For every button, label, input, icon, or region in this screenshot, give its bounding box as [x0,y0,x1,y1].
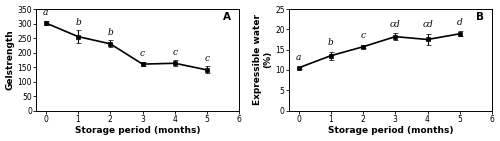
Text: c: c [204,54,210,63]
Text: B: B [476,12,484,22]
Text: A: A [223,12,231,22]
Text: c: c [140,49,145,58]
Text: cd: cd [422,20,433,29]
Text: d: d [457,17,462,27]
Text: c: c [172,48,178,57]
Y-axis label: Gelstrength: Gelstrength [6,29,15,90]
Text: b: b [75,18,81,27]
Text: b: b [108,28,113,37]
Text: a: a [296,53,301,62]
X-axis label: Storage period (months): Storage period (months) [75,126,200,136]
Y-axis label: Expressible water
(%): Expressible water (%) [253,14,272,105]
Text: a: a [43,8,49,17]
Text: b: b [328,38,334,47]
Text: c: c [360,31,366,40]
X-axis label: Storage period (months): Storage period (months) [328,126,453,136]
Text: cd: cd [390,20,400,28]
